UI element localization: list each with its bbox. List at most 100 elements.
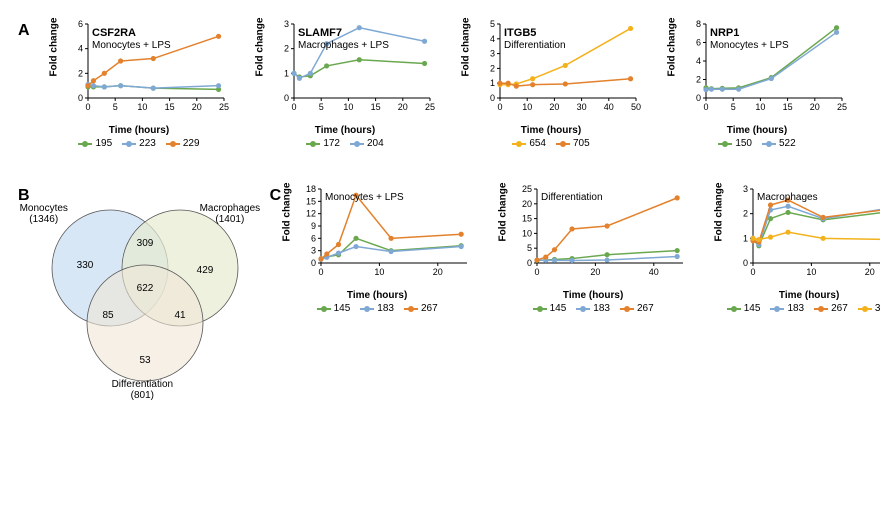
svg-text:NRP1: NRP1 — [710, 27, 739, 39]
svg-text:0: 0 — [78, 93, 83, 103]
legend-item: 145 — [317, 303, 351, 314]
panel-bc-row: B 330429533098541622Monocytes(1346)Macro… — [18, 183, 862, 383]
svg-text:1: 1 — [284, 68, 289, 78]
svg-text:3: 3 — [490, 49, 495, 59]
svg-text:41: 41 — [174, 310, 186, 321]
panel-c-label: C — [270, 187, 282, 205]
svg-text:309: 309 — [136, 238, 153, 249]
svg-text:20: 20 — [810, 102, 820, 112]
svg-text:0: 0 — [291, 102, 296, 112]
svg-text:3: 3 — [743, 184, 748, 194]
venn-group-label: Differentiation(801) — [112, 379, 174, 401]
svg-text:CSF2RA: CSF2RA — [92, 27, 136, 39]
svg-text:Macrophages + LPS: Macrophages + LPS — [298, 40, 389, 51]
svg-text:8: 8 — [696, 19, 701, 29]
chart: Fold change01234501020304050ITGB5Differe… — [460, 18, 642, 149]
chart: Fold change012301020MacrophagesTime (hou… — [713, 183, 880, 314]
legend-item: 267 — [404, 303, 438, 314]
svg-text:10: 10 — [807, 267, 817, 277]
svg-text:53: 53 — [139, 355, 151, 366]
legend-item: 267 — [620, 303, 654, 314]
svg-text:Macrophages: Macrophages — [757, 192, 818, 203]
svg-text:330: 330 — [76, 260, 93, 271]
svg-text:25: 25 — [522, 184, 532, 194]
svg-text:50: 50 — [631, 102, 641, 112]
svg-text:SLAMF7: SLAMF7 — [298, 27, 342, 39]
svg-text:10: 10 — [343, 102, 353, 112]
panel-c-charts: Fold change036912151801020Monocytes + LP… — [281, 183, 880, 314]
legend-item: 223 — [122, 138, 156, 149]
svg-text:40: 40 — [649, 267, 659, 277]
svg-text:25: 25 — [425, 102, 435, 112]
svg-text:20: 20 — [433, 267, 443, 277]
svg-text:20: 20 — [549, 102, 559, 112]
venn-diagram: 330429533098541622Monocytes(1346)Macroph… — [30, 183, 260, 383]
svg-text:85: 85 — [102, 310, 114, 321]
svg-text:9: 9 — [311, 221, 316, 231]
svg-text:4: 4 — [78, 44, 83, 54]
legend-item: 150 — [718, 138, 752, 149]
svg-text:20: 20 — [398, 102, 408, 112]
svg-text:20: 20 — [865, 267, 875, 277]
svg-text:2: 2 — [743, 209, 748, 219]
svg-text:0: 0 — [743, 258, 748, 268]
svg-text:25: 25 — [219, 102, 229, 112]
svg-text:3: 3 — [284, 19, 289, 29]
svg-text:0: 0 — [319, 267, 324, 277]
svg-text:2: 2 — [78, 68, 83, 78]
svg-text:3: 3 — [311, 246, 316, 256]
panel-a-charts: Fold change02460510152025CSF2RAMonocytes… — [48, 18, 848, 149]
svg-text:2: 2 — [490, 63, 495, 73]
svg-text:20: 20 — [192, 102, 202, 112]
svg-text:10: 10 — [375, 267, 385, 277]
svg-text:40: 40 — [604, 102, 614, 112]
svg-text:10: 10 — [522, 228, 532, 238]
svg-text:15: 15 — [306, 196, 316, 206]
svg-text:10: 10 — [522, 102, 532, 112]
svg-text:5: 5 — [113, 102, 118, 112]
chart: Fold change02460510152025CSF2RAMonocytes… — [48, 18, 230, 149]
legend-item: 654 — [512, 138, 546, 149]
svg-text:Differentiation: Differentiation — [504, 40, 566, 51]
svg-text:Monocytes + LPS: Monocytes + LPS — [710, 40, 789, 51]
svg-text:15: 15 — [783, 102, 793, 112]
panel-a: A Fold change02460510152025CSF2RAMonocyt… — [18, 18, 862, 149]
svg-text:ITGB5: ITGB5 — [504, 27, 536, 39]
legend-item: 183 — [360, 303, 394, 314]
svg-text:0: 0 — [311, 258, 316, 268]
legend-item: 267 — [814, 303, 848, 314]
svg-text:622: 622 — [136, 283, 153, 294]
svg-text:6: 6 — [78, 19, 83, 29]
svg-text:0: 0 — [284, 93, 289, 103]
svg-text:25: 25 — [837, 102, 847, 112]
svg-text:Monocytes + LPS: Monocytes + LPS — [92, 40, 171, 51]
svg-text:429: 429 — [196, 265, 213, 276]
svg-text:0: 0 — [527, 258, 532, 268]
svg-text:5: 5 — [527, 243, 532, 253]
chart: Fold change051015202502040Differentiatio… — [497, 183, 689, 314]
svg-text:5: 5 — [490, 19, 495, 29]
svg-text:0: 0 — [490, 93, 495, 103]
svg-text:5: 5 — [731, 102, 736, 112]
legend-item: 172 — [306, 138, 340, 149]
svg-text:6: 6 — [311, 233, 316, 243]
svg-text:15: 15 — [522, 214, 532, 224]
legend-item: 204 — [350, 138, 384, 149]
legend-item: 229 — [166, 138, 200, 149]
legend-item: 183 — [576, 303, 610, 314]
svg-text:Monocytes + LPS: Monocytes + LPS — [325, 192, 404, 203]
legend-item: 145 — [727, 303, 761, 314]
svg-text:0: 0 — [497, 102, 502, 112]
svg-text:2: 2 — [284, 44, 289, 54]
svg-text:10: 10 — [137, 102, 147, 112]
svg-text:20: 20 — [522, 199, 532, 209]
svg-text:10: 10 — [755, 102, 765, 112]
chart: Fold change024680510152025NRP1Monocytes … — [666, 18, 848, 149]
svg-text:4: 4 — [490, 34, 495, 44]
svg-text:1: 1 — [743, 233, 748, 243]
chart: Fold change01230510152025SLAMF7Macrophag… — [254, 18, 436, 149]
svg-text:6: 6 — [696, 38, 701, 48]
svg-text:15: 15 — [165, 102, 175, 112]
legend-item: 195 — [78, 138, 112, 149]
svg-text:12: 12 — [306, 209, 316, 219]
